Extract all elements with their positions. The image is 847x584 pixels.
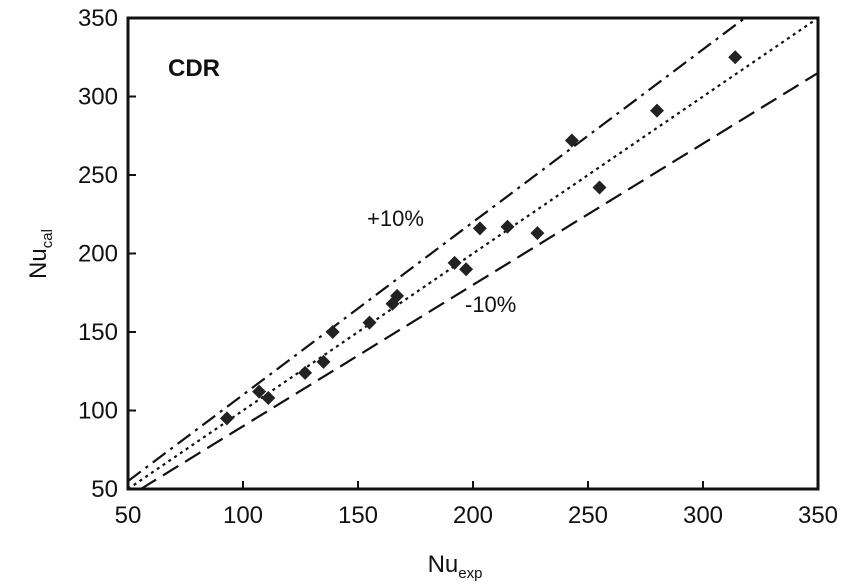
data-point-11 xyxy=(472,221,487,236)
y-axis-title-main: Nu xyxy=(25,248,52,279)
panel-label: CDR xyxy=(168,55,220,82)
data-point-12 xyxy=(500,219,515,234)
y-tick-label-2: 150 xyxy=(78,319,118,346)
x-tick-label-1: 100 xyxy=(223,502,263,529)
reference-line-1 xyxy=(127,17,746,483)
y-axis-title: Nucal xyxy=(25,229,56,279)
data-points xyxy=(219,50,743,426)
data-point-1 xyxy=(252,384,267,399)
y-tick-label-1: 100 xyxy=(78,398,118,425)
data-point-16 xyxy=(650,103,664,118)
y-tick-label-6: 350 xyxy=(78,5,118,32)
data-point-4 xyxy=(316,354,331,369)
reference-lines xyxy=(127,17,819,490)
data-point-17 xyxy=(728,50,743,65)
data-point-14 xyxy=(564,133,579,148)
data-point-0 xyxy=(219,411,234,426)
y-tick-label-3: 200 xyxy=(78,241,118,268)
data-point-15 xyxy=(592,180,607,195)
data-point-5 xyxy=(325,325,340,339)
data-point-8 xyxy=(390,288,405,303)
data-point-13 xyxy=(530,226,545,241)
data-point-6 xyxy=(362,315,377,330)
x-axis-title-sub: exp xyxy=(458,565,482,582)
data-point-9 xyxy=(447,255,462,270)
y-axis-title-sub: cal xyxy=(39,229,56,248)
x-tick-label-0: 50 xyxy=(115,502,142,529)
x-axis-title-main: Nu xyxy=(428,551,459,578)
x-tick-label-3: 200 xyxy=(453,502,493,529)
x-tick-label-5: 300 xyxy=(683,502,723,529)
y-tick-label-5: 300 xyxy=(78,84,118,111)
axis-ticks: 50 100 150 200 250 300 350 50 100 150 200 250 300 350 xyxy=(78,5,838,529)
x-tick-label-2: 150 xyxy=(338,502,378,529)
y-tick-label-0: 50 xyxy=(91,476,118,503)
annotation-minus-10: -10% xyxy=(465,292,516,317)
data-point-3 xyxy=(298,365,313,380)
annotation-plus-10: +10% xyxy=(367,206,424,231)
x-axis-title: Nuexp xyxy=(428,551,483,582)
reference-line-2 xyxy=(140,72,819,490)
x-tick-label-4: 250 xyxy=(568,502,608,529)
data-point-2 xyxy=(261,390,276,405)
data-point-10 xyxy=(459,262,474,277)
x-tick-label-6: 350 xyxy=(798,502,838,529)
y-tick-label-4: 250 xyxy=(78,162,118,189)
